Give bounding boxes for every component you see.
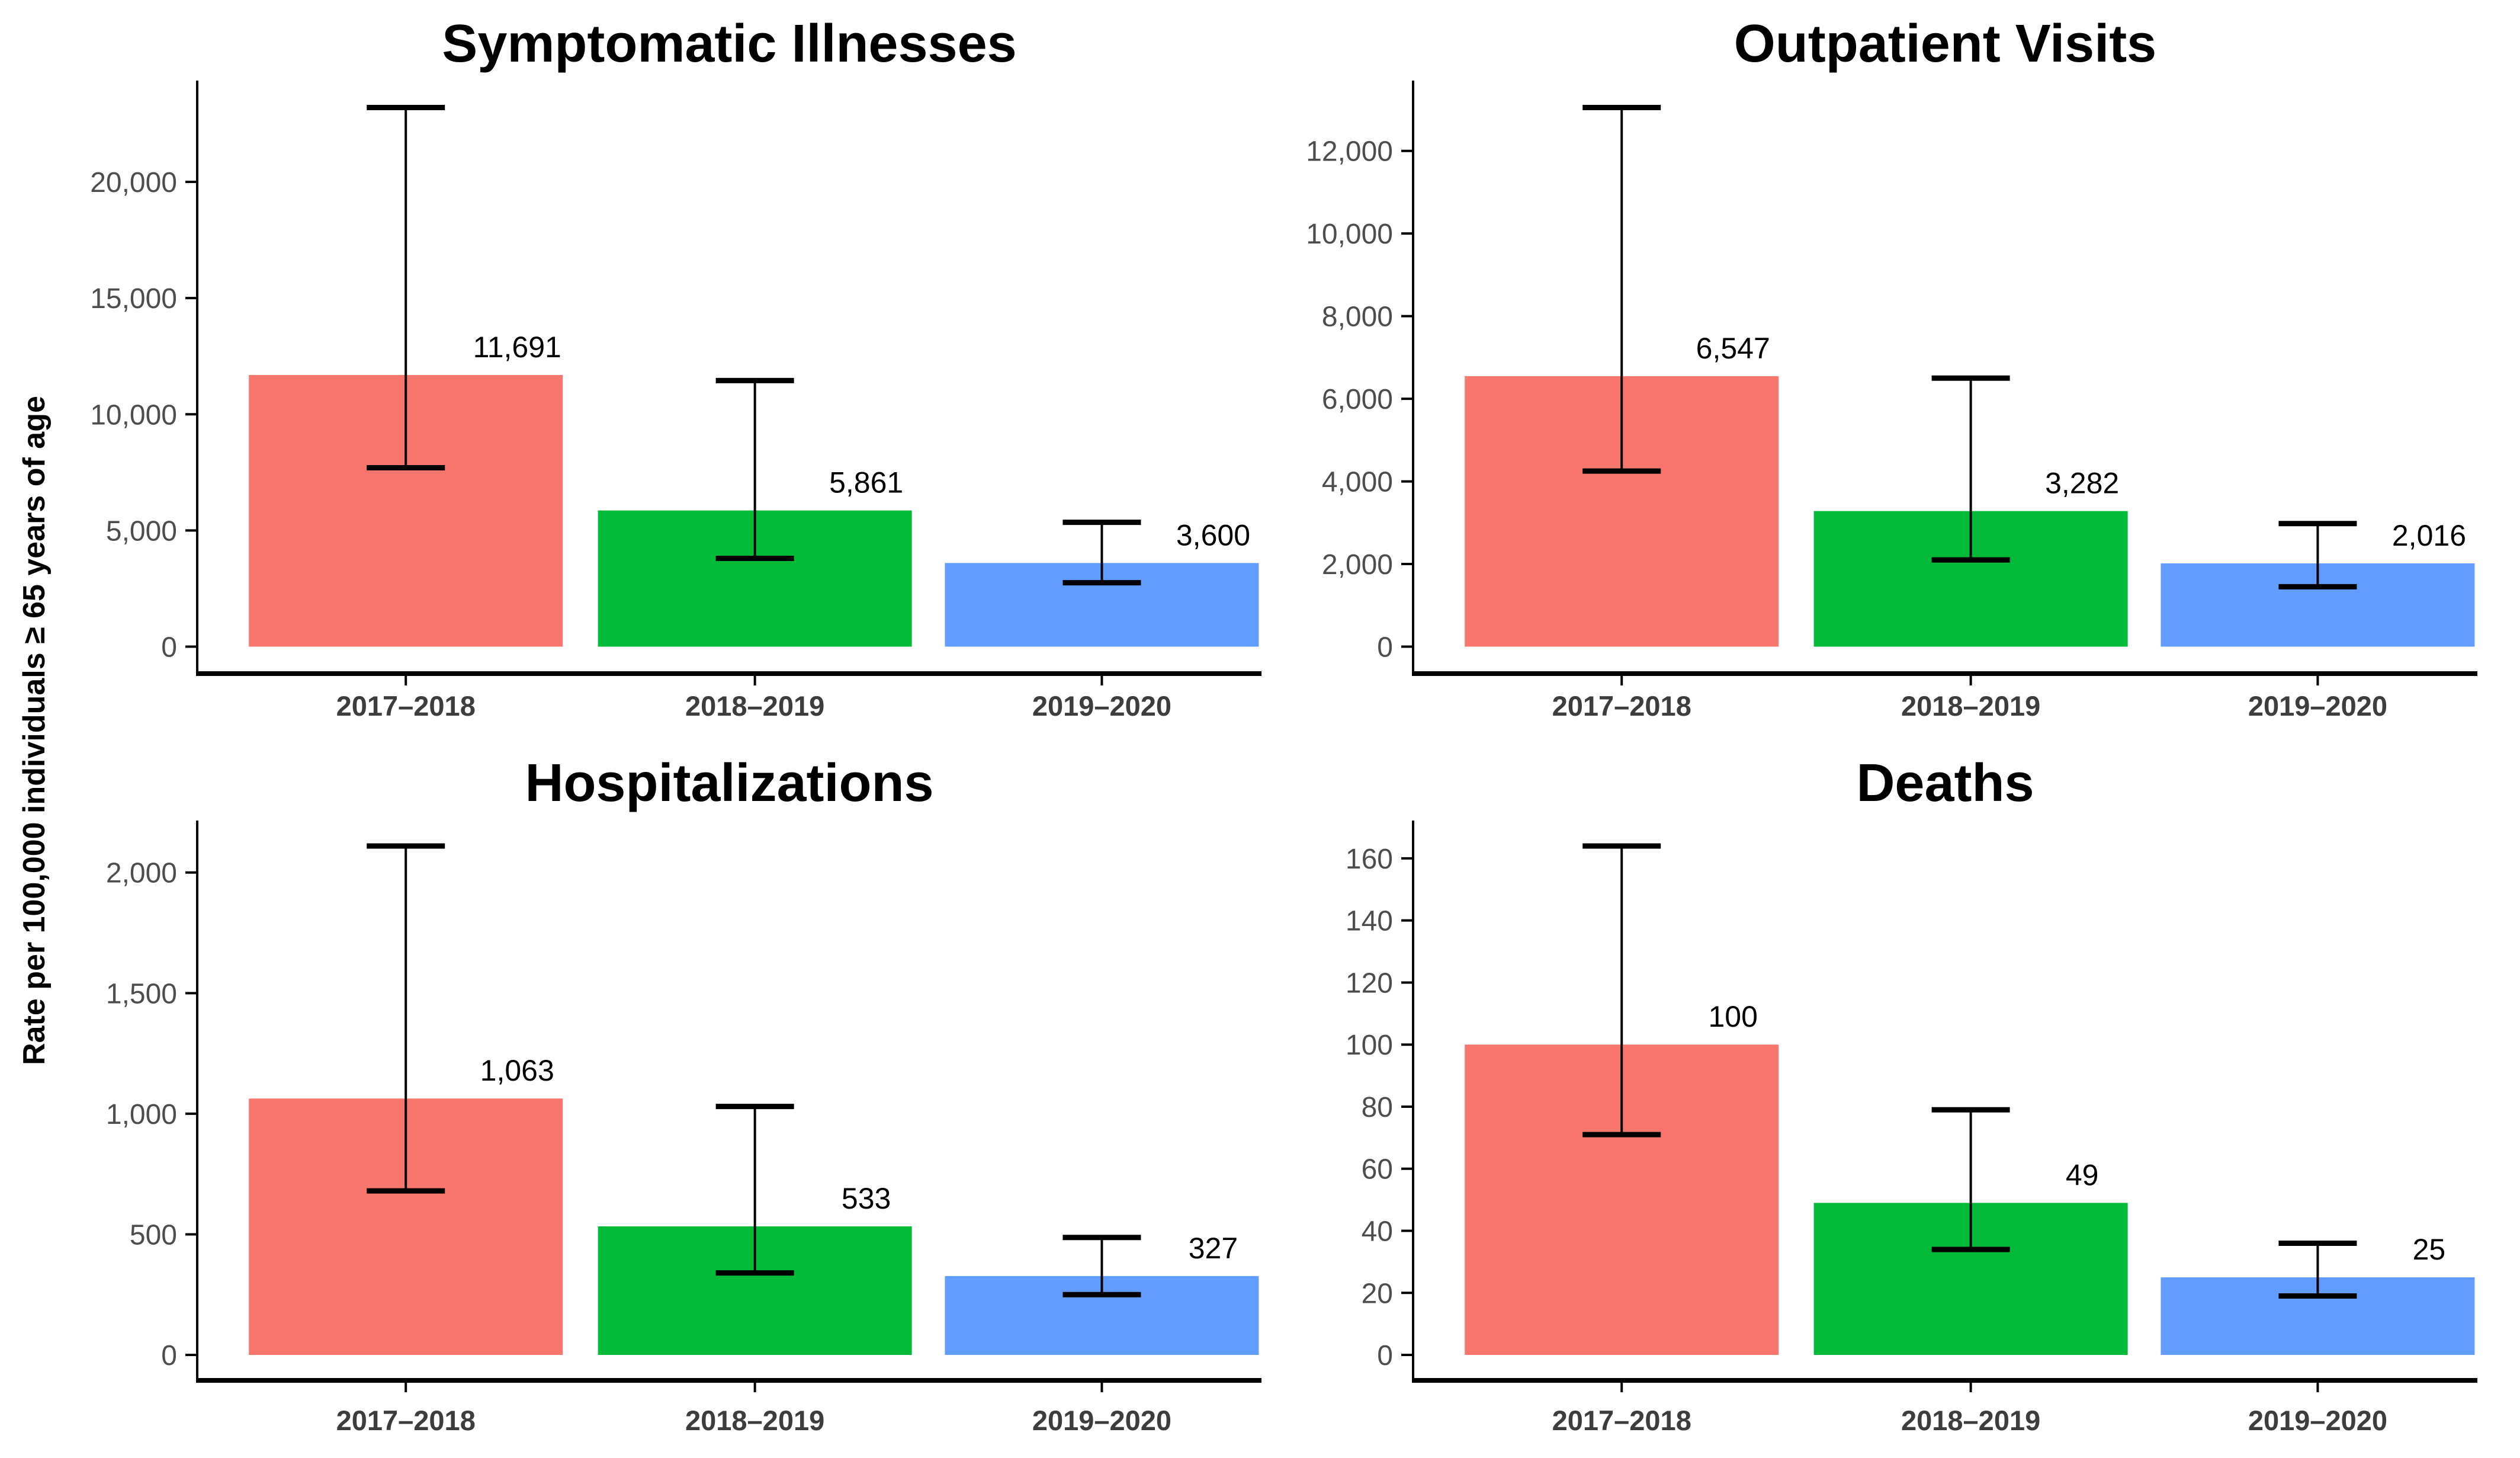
y-tick-label: 0	[1377, 632, 1393, 664]
bar-value-label: 49	[2066, 1158, 2099, 1191]
x-tick-label: 2019–2020	[1032, 1405, 1171, 1436]
y-tick-label: 0	[161, 632, 177, 664]
bar-value-label: 6,547	[1696, 332, 1770, 365]
y-tick-label: 5,000	[106, 515, 177, 547]
bar-value-label: 3,282	[2045, 467, 2119, 500]
y-tick-label: 40	[1362, 1216, 1393, 1248]
bar-value-label: 533	[842, 1182, 891, 1215]
y-tick-label: 500	[130, 1219, 177, 1251]
y-tick-label: 12,000	[1306, 136, 1393, 168]
x-tick-label: 2017–2018	[336, 1405, 476, 1436]
bar-value-label: 1,063	[480, 1054, 554, 1087]
y-tick-label: 100	[1346, 1030, 1393, 1061]
x-tick-label: 2017–2018	[1552, 690, 1691, 722]
y-tick-label: 10,000	[90, 399, 177, 431]
y-tick-label: 6,000	[1322, 384, 1393, 415]
y-tick-label: 160	[1346, 844, 1393, 875]
y-tick-label: 20	[1362, 1278, 1393, 1309]
bar-value-label: 11,691	[473, 331, 561, 364]
y-tick-label: 4,000	[1322, 467, 1393, 498]
panel-title: Outpatient Visits	[1734, 14, 2156, 73]
x-tick-label: 2018–2019	[1901, 1405, 2040, 1436]
y-tick-label: 2,000	[1322, 549, 1393, 581]
y-tick-label: 1,000	[106, 1099, 177, 1130]
x-tick-label: 2018–2019	[685, 1405, 824, 1436]
y-tick-label: 15,000	[90, 283, 177, 315]
bar-value-label: 2,016	[2392, 519, 2466, 552]
x-tick-label: 2019–2020	[2248, 690, 2387, 722]
bar-value-label: 100	[1708, 1000, 1757, 1033]
x-tick-label: 2018–2019	[685, 690, 824, 722]
y-tick-label: 140	[1346, 906, 1393, 937]
x-tick-label: 2019–2020	[2248, 1405, 2387, 1436]
panel-title: Hospitalizations	[525, 754, 933, 813]
panel-title: Deaths	[1856, 754, 2034, 813]
x-tick-label: 2017–2018	[336, 690, 476, 722]
y-tick-label: 1,500	[106, 978, 177, 1010]
y-tick-label: 0	[161, 1340, 177, 1372]
bar-value-label: 25	[2413, 1233, 2446, 1266]
panel-title: Symptomatic Illnesses	[442, 14, 1016, 73]
x-tick-label: 2019–2020	[1032, 690, 1171, 722]
y-tick-label: 10,000	[1306, 219, 1393, 250]
x-tick-label: 2018–2019	[1901, 690, 2040, 722]
bar-value-label: 327	[1189, 1232, 1238, 1265]
y-tick-label: 120	[1346, 967, 1393, 999]
y-tick-label: 8,000	[1322, 302, 1393, 333]
y-tick-label: 0	[1377, 1340, 1393, 1372]
y-tick-label: 2,000	[106, 858, 177, 889]
y-tick-label: 80	[1362, 1092, 1393, 1123]
y-tick-label: 20,000	[90, 167, 177, 198]
bar-value-label: 3,600	[1176, 518, 1250, 552]
x-tick-label: 2017–2018	[1552, 1405, 1691, 1436]
y-tick-label: 60	[1362, 1154, 1393, 1185]
bar-value-label: 5,861	[829, 466, 903, 499]
